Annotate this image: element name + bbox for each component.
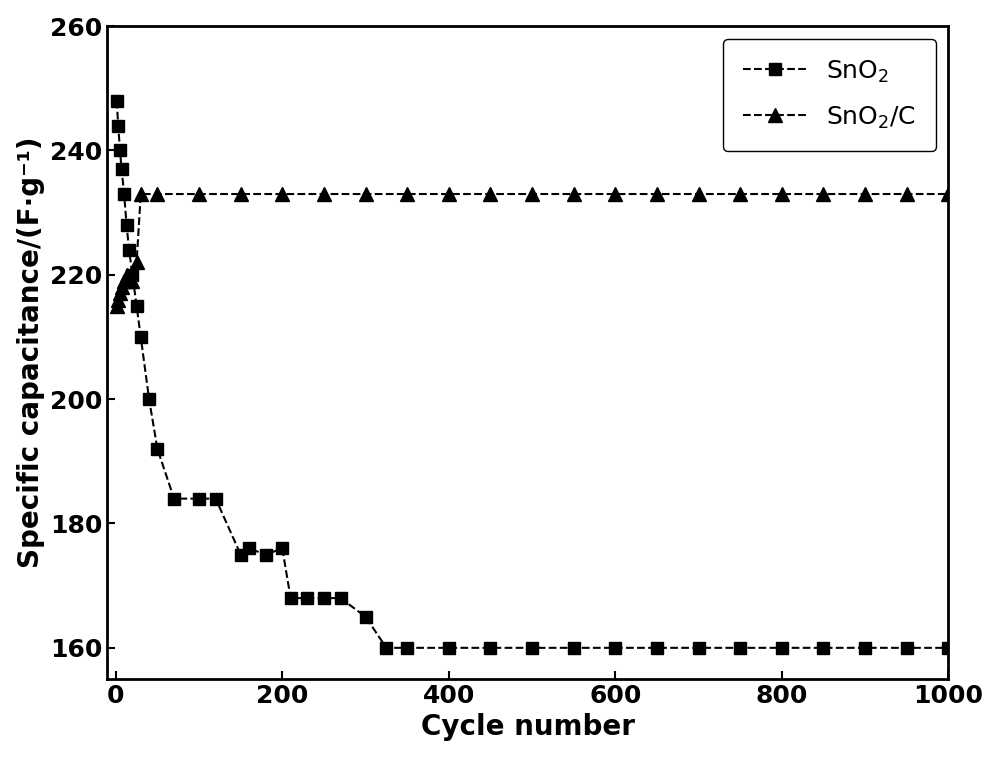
SnO$_2$/C (131, 258, 143, 267)
SnO$_2$ (859, 644, 871, 653)
Legend: SnO$_2$, SnO$_2$/C: SnO$_2$, SnO$_2$/C (723, 39, 936, 151)
SnO$_2$ (693, 644, 705, 653)
SnO$_2$/C (318, 190, 330, 199)
SnO$_2$/C (693, 190, 705, 199)
SnO$_2$/C (112, 295, 124, 304)
X-axis label: Cycle number: Cycle number (421, 713, 635, 741)
SnO$_2$ (484, 644, 496, 653)
SnO$_2$ (114, 146, 126, 155)
SnO$_2$/C (111, 302, 123, 311)
SnO$_2$/C (151, 190, 163, 199)
SnO$_2$/C (126, 277, 138, 286)
SnO$_2$ (243, 543, 255, 553)
Line: SnO$_2$: SnO$_2$ (110, 95, 955, 654)
SnO$_2$ (123, 246, 135, 255)
SnO$_2$ (118, 190, 130, 199)
SnO$_2$/C (193, 190, 205, 199)
SnO$_2$ (111, 96, 123, 105)
SnO$_2$ (776, 644, 788, 653)
SnO$_2$ (112, 121, 124, 130)
SnO$_2$/C (235, 190, 247, 199)
SnO$_2$ (168, 494, 180, 503)
SnO$_2$/C (135, 190, 147, 199)
SnO$_2$ (151, 444, 163, 453)
SnO$_2$ (210, 494, 222, 503)
SnO$_2$/C (401, 190, 413, 199)
SnO$_2$ (734, 644, 746, 653)
SnO$_2$ (235, 550, 247, 559)
SnO$_2$ (609, 644, 621, 653)
SnO$_2$ (276, 543, 288, 553)
SnO$_2$/C (734, 190, 746, 199)
SnO$_2$ (942, 644, 954, 653)
SnO$_2$/C (360, 190, 372, 199)
SnO$_2$ (401, 644, 413, 653)
SnO$_2$ (526, 644, 538, 653)
SnO$_2$/C (484, 190, 496, 199)
SnO$_2$ (817, 644, 829, 653)
SnO$_2$ (901, 644, 913, 653)
SnO$_2$/C (609, 190, 621, 199)
SnO$_2$/C (443, 190, 455, 199)
SnO$_2$ (131, 302, 143, 311)
SnO$_2$ (126, 271, 138, 280)
SnO$_2$ (285, 594, 297, 603)
SnO$_2$/C (817, 190, 829, 199)
SnO$_2$ (360, 612, 372, 622)
SnO$_2$/C (118, 277, 130, 286)
SnO$_2$ (651, 644, 663, 653)
SnO$_2$/C (116, 283, 128, 292)
Line: SnO$_2$/C: SnO$_2$/C (110, 187, 955, 313)
Y-axis label: Specific capacitance/(F·g⁻¹): Specific capacitance/(F·g⁻¹) (17, 136, 45, 568)
SnO$_2$ (193, 494, 205, 503)
SnO$_2$/C (859, 190, 871, 199)
SnO$_2$/C (123, 277, 135, 286)
SnO$_2$ (116, 164, 128, 174)
SnO$_2$ (121, 221, 133, 230)
SnO$_2$/C (776, 190, 788, 199)
SnO$_2$/C (942, 190, 954, 199)
SnO$_2$ (260, 550, 272, 559)
SnO$_2$ (143, 395, 155, 404)
SnO$_2$/C (276, 190, 288, 199)
SnO$_2$ (380, 644, 392, 653)
SnO$_2$ (335, 594, 347, 603)
SnO$_2$/C (568, 190, 580, 199)
SnO$_2$/C (526, 190, 538, 199)
SnO$_2$/C (651, 190, 663, 199)
SnO$_2$/C (121, 271, 133, 280)
SnO$_2$ (301, 594, 313, 603)
SnO$_2$/C (901, 190, 913, 199)
SnO$_2$ (443, 644, 455, 653)
SnO$_2$ (135, 333, 147, 342)
SnO$_2$/C (114, 289, 126, 298)
SnO$_2$ (568, 644, 580, 653)
SnO$_2$ (318, 594, 330, 603)
